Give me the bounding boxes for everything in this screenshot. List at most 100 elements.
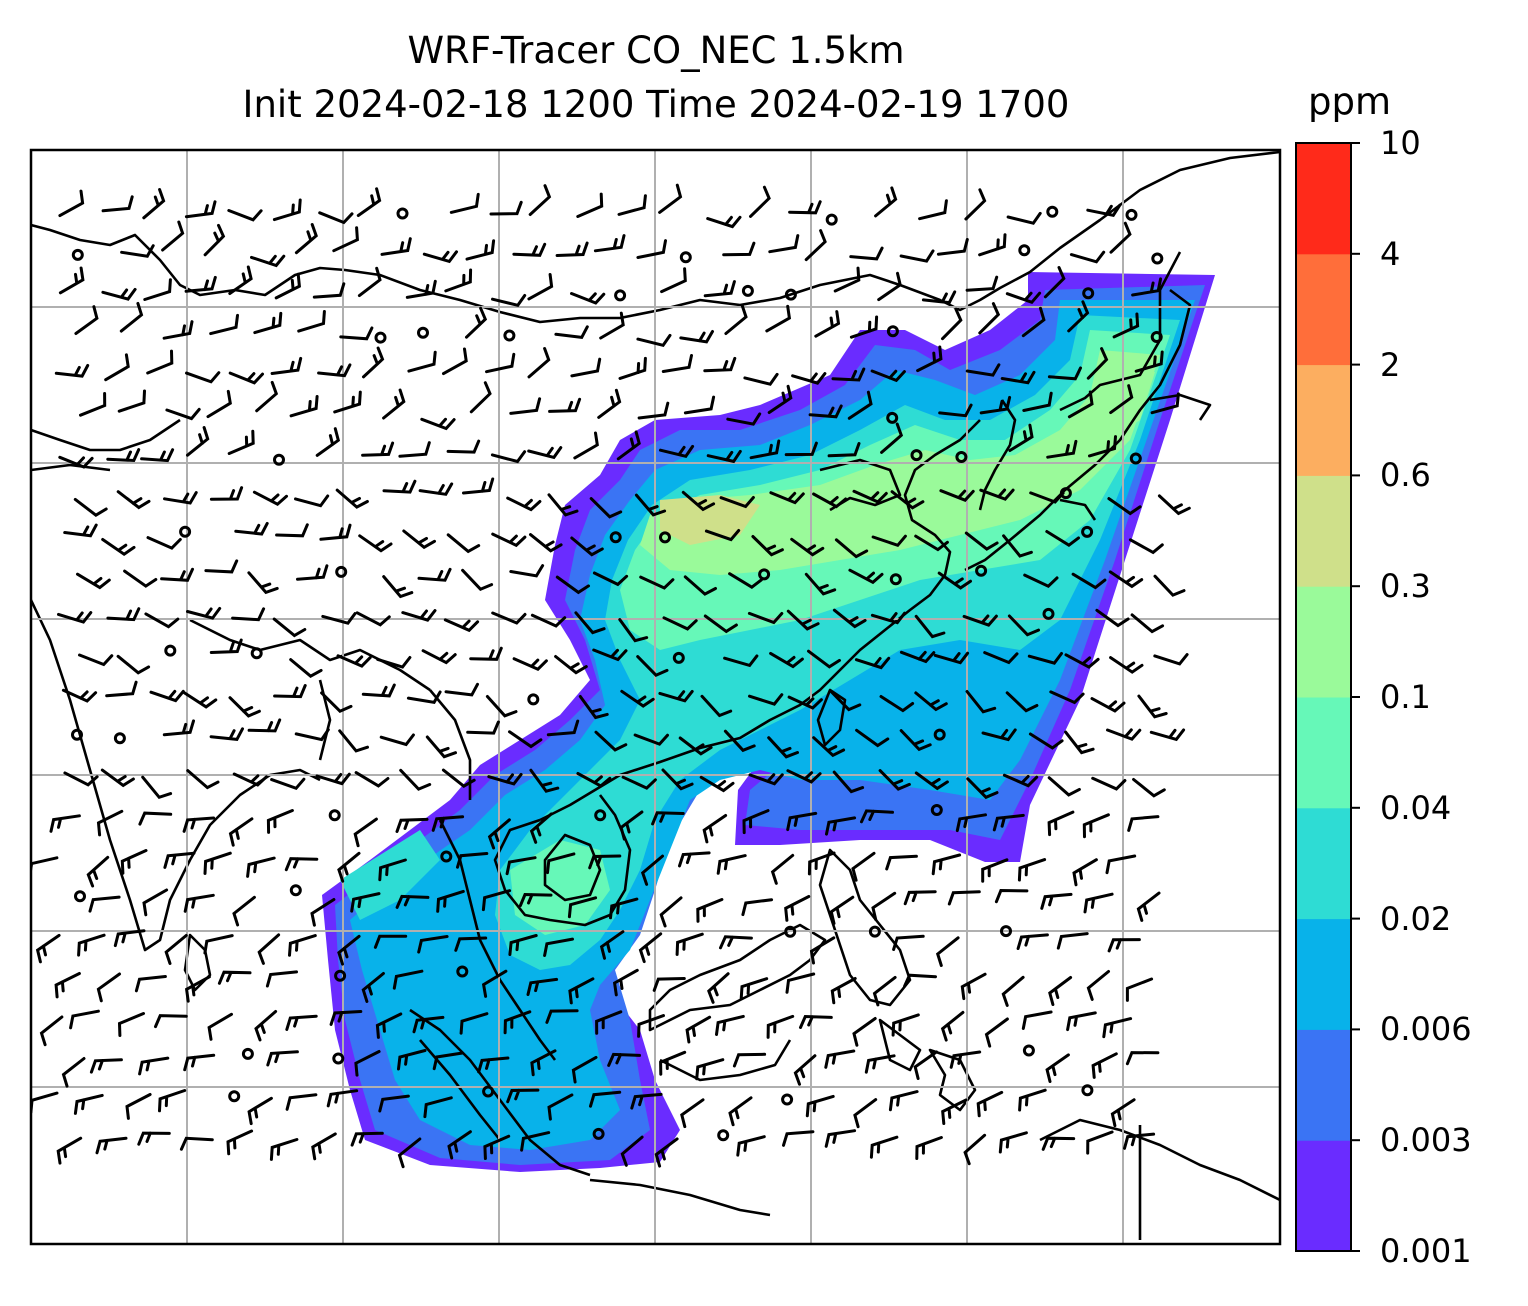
wind-barb <box>784 441 818 457</box>
wind-barb <box>266 809 294 834</box>
wind-barb <box>851 851 876 882</box>
wind-barb <box>675 932 704 956</box>
wind-barb <box>54 972 81 999</box>
wind-barb <box>870 611 907 625</box>
wind-barb <box>402 529 436 550</box>
wind-barb <box>270 356 303 375</box>
wind-barb <box>1046 439 1078 459</box>
wind-barb <box>899 249 935 263</box>
wind-barb <box>678 736 713 756</box>
wind-barb <box>1088 435 1117 458</box>
wind-barb <box>554 655 588 675</box>
wind-barb <box>871 891 897 921</box>
wind-barb <box>247 1096 273 1126</box>
wind-barb <box>164 934 188 965</box>
wind-barb <box>520 1131 551 1152</box>
wind-barb <box>864 1054 896 1074</box>
wind-barb <box>209 638 243 654</box>
wind-barb <box>652 977 686 992</box>
wind-barb <box>654 1137 679 1168</box>
wind-barb <box>311 1132 337 1161</box>
wind-barb <box>678 851 711 868</box>
wind-barb <box>962 614 998 627</box>
wind-barb <box>332 226 359 253</box>
wind-barb <box>574 611 606 635</box>
wind-barb <box>505 856 537 876</box>
wind-barb <box>576 772 612 788</box>
wind-barb <box>1023 573 1059 588</box>
wind-barb <box>609 897 639 920</box>
wind-barb <box>137 1131 171 1146</box>
coast-japan <box>964 288 1212 572</box>
wind-barb <box>399 768 432 791</box>
wind-barb <box>966 777 999 800</box>
wind-barb <box>824 1049 856 1069</box>
wind-barb <box>855 728 890 748</box>
wind-barb <box>101 538 136 557</box>
wind-barb <box>285 1014 318 1031</box>
wind-barb <box>73 1093 104 1115</box>
wind-barb <box>203 851 232 875</box>
wind-barb <box>49 814 81 833</box>
calm-wind-circle <box>1022 1044 1035 1057</box>
wind-barb <box>576 192 604 218</box>
wind-barb <box>105 680 138 698</box>
wind-barb <box>1109 221 1132 254</box>
colorbar-frame <box>1295 142 1352 1252</box>
calm-wind-circle <box>741 284 754 297</box>
wind-barb <box>58 455 94 469</box>
wind-barb <box>405 279 437 299</box>
calm-wind-circle <box>113 732 126 745</box>
wind-barb <box>634 493 667 517</box>
wind-barb <box>567 896 598 919</box>
wind-barb <box>142 188 166 220</box>
wind-barb <box>1045 530 1080 548</box>
wind-barb <box>1130 613 1165 634</box>
wind-barb <box>979 488 1015 501</box>
wind-barb <box>983 651 1019 665</box>
wind-barb <box>739 977 769 1001</box>
wind-barb <box>209 313 239 336</box>
calm-wind-circle <box>1000 925 1012 938</box>
wind-barb <box>376 656 412 669</box>
calm-wind-circle <box>1150 331 1163 343</box>
wind-barb <box>872 975 897 1007</box>
wind-barb <box>31 1091 59 1114</box>
wind-barb <box>481 969 508 998</box>
wind-barb <box>163 491 198 505</box>
calm-wind-circle <box>886 325 899 338</box>
wind-barb <box>914 691 948 712</box>
wind-barb <box>769 491 805 505</box>
wind-barb <box>543 937 574 957</box>
calm-wind-circle <box>933 728 946 741</box>
wind-barb <box>119 301 144 333</box>
wind-barb <box>1056 932 1089 950</box>
wind-barb <box>446 533 481 554</box>
wind-barb <box>275 523 309 538</box>
wind-barb <box>354 1050 381 1077</box>
wind-barb <box>529 533 563 553</box>
wind-barb <box>294 728 330 742</box>
wind-barb <box>1090 697 1126 713</box>
gridlines <box>31 150 1280 1244</box>
wind-barb <box>787 695 823 710</box>
calm-wind-circle <box>1081 525 1094 538</box>
colorbar <box>1296 142 1360 1252</box>
wind-barb <box>1123 1132 1156 1150</box>
wind-barb <box>441 768 476 789</box>
wind-barb <box>706 449 742 464</box>
wind-barb <box>395 817 429 833</box>
wind-barb <box>443 618 480 633</box>
wind-barb <box>74 305 99 335</box>
wind-barb <box>182 816 216 833</box>
wind-barb <box>401 609 437 622</box>
wind-barb <box>639 575 675 590</box>
wind-barb <box>812 736 846 758</box>
wind-barb <box>679 330 714 344</box>
wind-barb <box>620 1135 644 1167</box>
wind-barb <box>418 482 454 496</box>
wind-barb <box>57 611 93 624</box>
wind-barb <box>289 658 323 679</box>
wind-barb <box>640 854 664 886</box>
colorbar-segment <box>1296 697 1351 809</box>
